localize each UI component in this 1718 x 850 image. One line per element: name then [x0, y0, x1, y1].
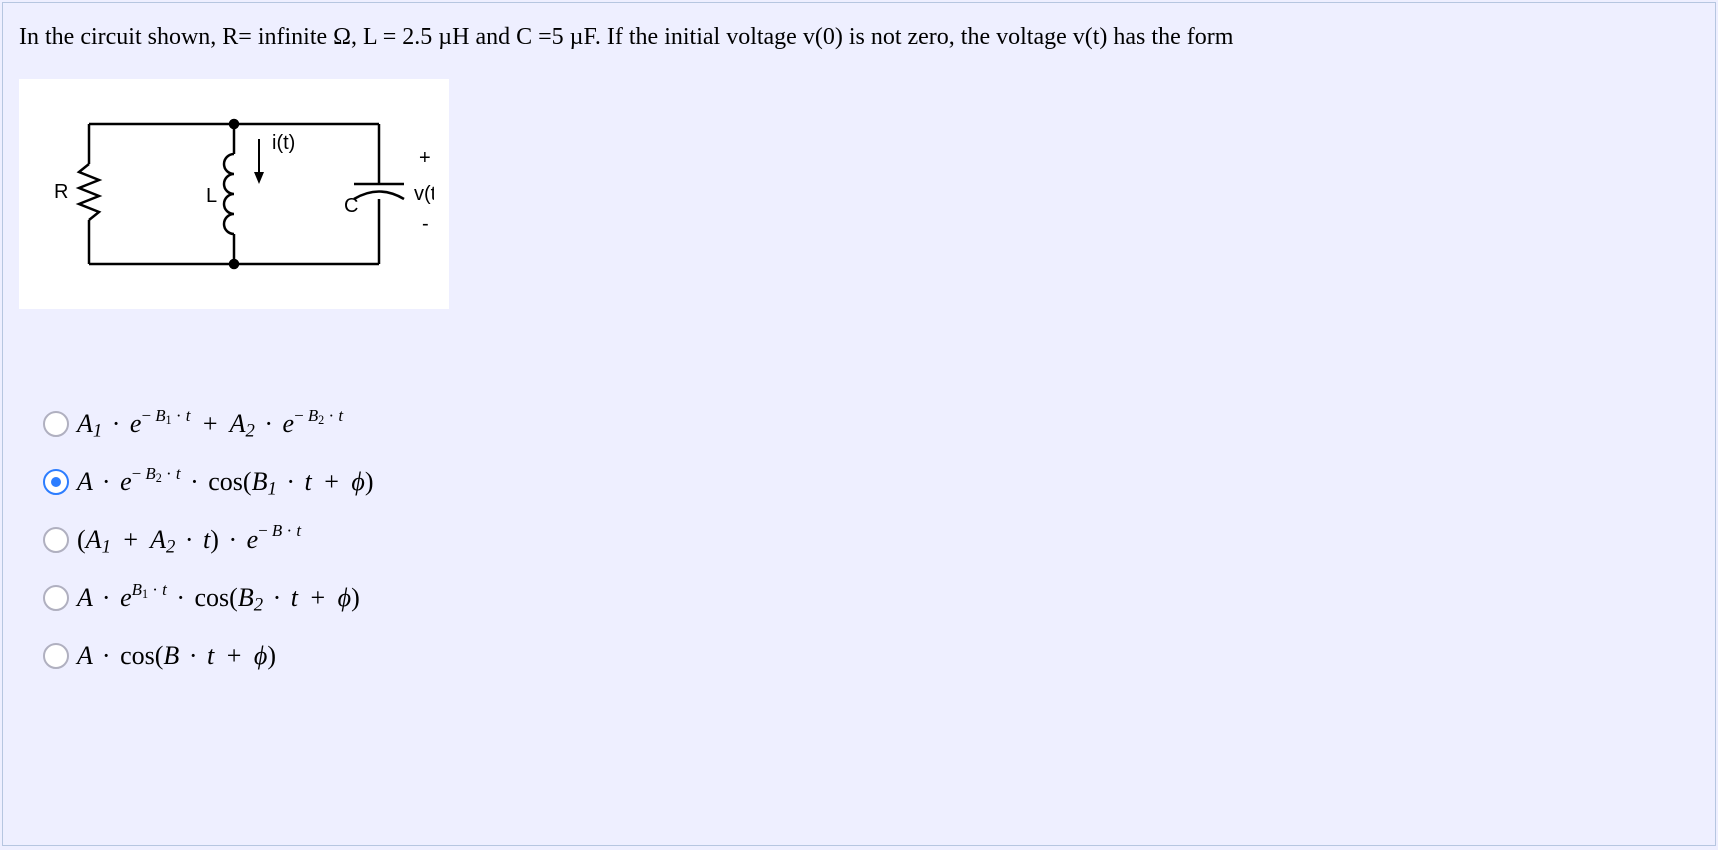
option-3-formula: A · eB1 · t · cos(B2 · t + ϕ): [77, 583, 360, 613]
option-2-formula: (A1 + A2 · t) · e− B · t: [77, 525, 301, 555]
question-text: In the circuit shown, R= infinite Ω, L =…: [19, 21, 1697, 53]
option-4[interactable]: A · cos(B · t + ϕ): [43, 641, 1697, 671]
radio-0[interactable]: [43, 411, 69, 437]
option-0-formula: A1 · e− B1 · t + A2 · e− B2 · t: [77, 409, 343, 439]
radio-2[interactable]: [43, 527, 69, 553]
radio-3[interactable]: [43, 585, 69, 611]
circuit-diagram: R L i(t) C + v(t) -: [19, 79, 449, 309]
option-2[interactable]: (A1 + A2 · t) · e− B · t: [43, 525, 1697, 555]
label-plus: +: [419, 147, 431, 169]
question-frame: In the circuit shown, R= infinite Ω, L =…: [2, 2, 1716, 846]
option-4-formula: A · cos(B · t + ϕ): [77, 641, 276, 671]
option-1-formula: A · e− B2 · t · cos(B1 · t + ϕ): [77, 467, 374, 497]
option-3[interactable]: A · eB1 · t · cos(B2 · t + ϕ): [43, 583, 1697, 613]
label-minus: -: [422, 213, 429, 235]
label-L: L: [206, 185, 217, 207]
label-C: C: [344, 195, 358, 217]
circuit-svg: R L i(t) C + v(t) -: [34, 94, 434, 294]
option-1[interactable]: A · e− B2 · t · cos(B1 · t + ϕ): [43, 467, 1697, 497]
radio-1[interactable]: [43, 469, 69, 495]
radio-4[interactable]: [43, 643, 69, 669]
label-i: i(t): [272, 132, 295, 154]
label-R: R: [54, 181, 68, 203]
label-v: v(t): [414, 183, 434, 205]
option-0[interactable]: A1 · e− B1 · t + A2 · e− B2 · t: [43, 409, 1697, 439]
options-list: A1 · e− B1 · t + A2 · e− B2 · t A · e− B…: [43, 409, 1697, 671]
